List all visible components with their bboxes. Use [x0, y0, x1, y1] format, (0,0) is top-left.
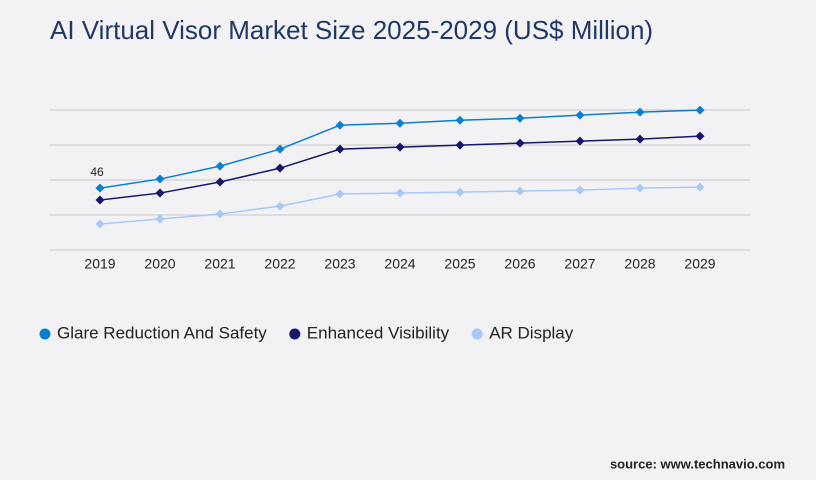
data-point: [215, 161, 225, 171]
legend-marker: [289, 328, 301, 340]
x-tick-label: 2019: [84, 256, 115, 272]
data-point: [635, 183, 645, 193]
data-point: [155, 174, 165, 184]
data-point: [455, 187, 465, 197]
data-point: [275, 163, 285, 173]
data-point: [335, 189, 345, 199]
data-point: [95, 183, 105, 193]
data-point: [575, 110, 585, 120]
data-label: 46: [90, 165, 104, 179]
data-point: [95, 195, 105, 205]
data-point: [395, 188, 405, 198]
data-point: [515, 138, 525, 148]
data-point: [275, 144, 285, 154]
chart-title: AI Virtual Visor Market Size 2025-2029 (…: [50, 15, 653, 45]
data-point: [275, 201, 285, 211]
x-tick-label: 2029: [684, 256, 715, 272]
x-tick-label: 2022: [264, 256, 295, 272]
data-point: [95, 219, 105, 229]
data-point: [455, 115, 465, 125]
legend-marker: [471, 328, 483, 340]
source: source: www.technavio.com: [610, 456, 785, 471]
data-point: [695, 105, 705, 115]
data-point: [395, 118, 405, 128]
legend-marker: [39, 328, 51, 340]
data-point: [695, 182, 705, 192]
legend-label: AR Display: [489, 323, 574, 342]
x-tick-label: 2026: [504, 256, 535, 272]
data-point: [635, 107, 645, 117]
data-point: [215, 209, 225, 219]
x-tick-label: 2021: [204, 256, 235, 272]
data-point: [395, 142, 405, 152]
legend-label: Glare Reduction And Safety: [57, 323, 267, 342]
legend-label: Enhanced Visibility: [307, 323, 450, 342]
x-tick-label: 2025: [444, 256, 475, 272]
x-tick-label: 2024: [384, 256, 415, 272]
x-tick-label: 2027: [564, 256, 595, 272]
data-point: [155, 188, 165, 198]
data-point: [215, 177, 225, 187]
data-point: [515, 186, 525, 196]
data-point: [335, 120, 345, 130]
data-point: [695, 131, 705, 141]
x-tick-label: 2020: [144, 256, 175, 272]
data-point: [515, 113, 525, 123]
x-tick-label: 2028: [624, 256, 655, 272]
data-point: [575, 185, 585, 195]
data-point: [575, 136, 585, 146]
data-point: [335, 144, 345, 154]
data-point: [155, 214, 165, 224]
data-point: [455, 140, 465, 150]
data-point: [635, 134, 645, 144]
x-tick-label: 2023: [324, 256, 355, 272]
